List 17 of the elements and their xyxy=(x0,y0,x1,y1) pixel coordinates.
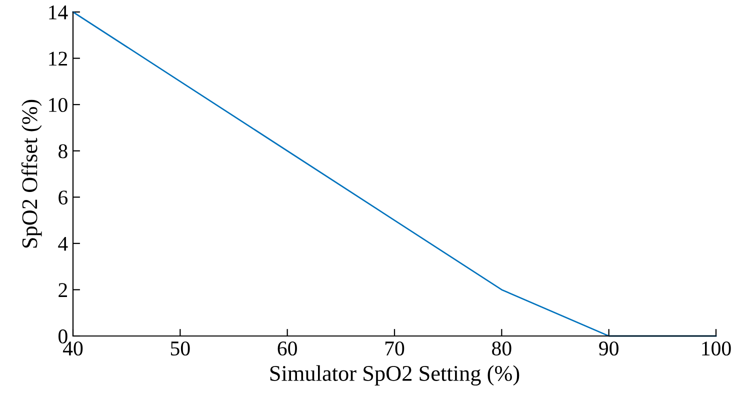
y-axis-title: SpO2 Offset (%) xyxy=(21,100,42,248)
y-tick-label: 12 xyxy=(49,52,67,66)
y-tick-label: 6 xyxy=(58,190,68,205)
x-tick-label: 100 xyxy=(702,341,731,356)
y-tick-label: 8 xyxy=(58,144,68,158)
x-tick-label: 90 xyxy=(599,341,618,356)
x-tick-label: 40 xyxy=(62,341,83,356)
y-tick-label: 10 xyxy=(49,98,68,112)
y-tick-label: 14 xyxy=(49,5,68,20)
x-tick-label: 70 xyxy=(385,341,404,356)
y-tick-label: 0 xyxy=(58,329,68,344)
x-tick-label: 80 xyxy=(492,341,512,356)
y-tick-label: 4 xyxy=(58,236,68,251)
x-tick-label: 50 xyxy=(170,341,190,356)
x-tick-label: 60 xyxy=(278,341,297,356)
x-axis-title: Simulator SpO2 Setting (%) xyxy=(270,365,520,386)
y-tick-label: 2 xyxy=(58,283,67,297)
